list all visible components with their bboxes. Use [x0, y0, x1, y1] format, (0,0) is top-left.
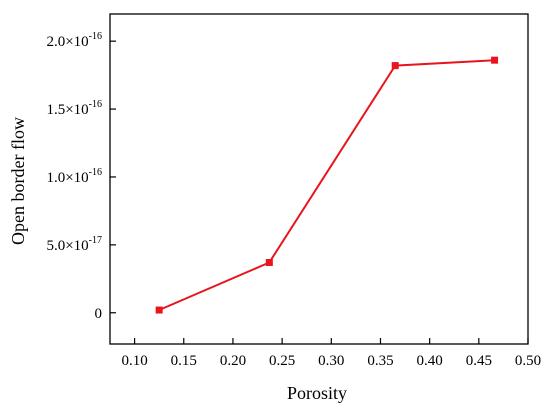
x-tick-label: 0.20	[220, 353, 246, 369]
plot-frame	[109, 13, 529, 345]
series-line	[158, 59, 495, 311]
y-tick-label: 1.5×10-16	[46, 99, 102, 118]
data-point-marker	[491, 56, 499, 64]
x-tick-label: 0.35	[367, 353, 393, 369]
y-tick-label: 2.0×10-16	[46, 31, 102, 50]
x-tick-label: 0.45	[466, 353, 492, 369]
x-tick-label: 0.30	[318, 353, 344, 369]
y-tick-label: 1.0×10-16	[46, 167, 102, 186]
y-tick-label: 5.0×10-17	[46, 235, 102, 254]
x-tick-label: 0.50	[515, 353, 541, 369]
y-axis-ticks: 0 5.0×10-17 1.0×10-16 1.5×10-16 2.0×10-16	[46, 31, 116, 322]
x-tick-label: 0.25	[269, 353, 295, 369]
x-tick-label: 0.10	[121, 353, 147, 369]
x-tick-label: 0.40	[417, 353, 443, 369]
x-tick-label: 0.15	[171, 353, 197, 369]
x-axis-ticks: 0.10 0.15 0.20 0.25 0.30 0.35 0.40 0.45 0.50	[121, 338, 541, 369]
data-point-marker	[391, 62, 399, 70]
data-point-marker	[265, 259, 273, 267]
y-axis-title: Open border flow	[8, 117, 28, 245]
data-point-marker	[155, 306, 163, 314]
series-group	[155, 56, 499, 314]
x-axis-title: Porosity	[287, 383, 347, 403]
y-tick-label: 0	[95, 306, 103, 322]
